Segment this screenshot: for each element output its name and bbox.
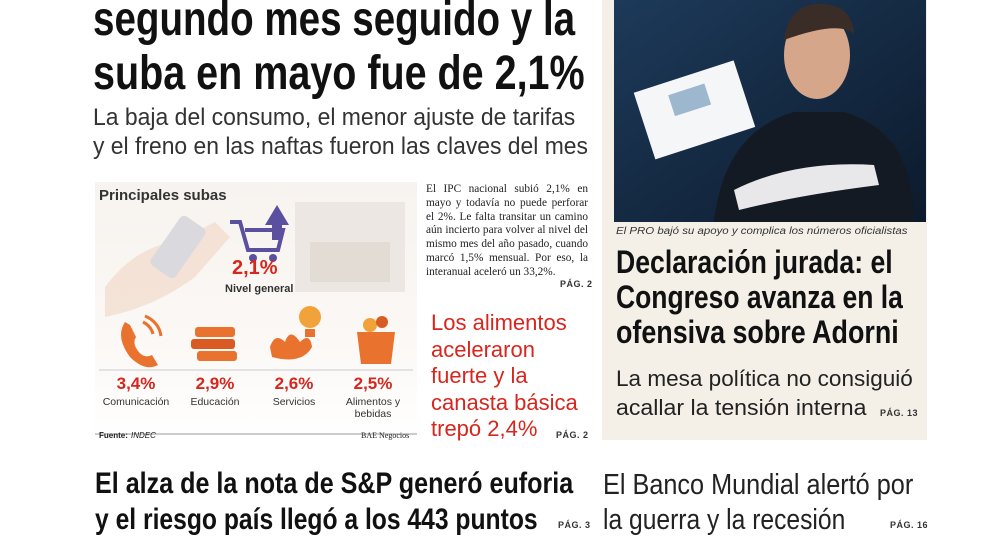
- bottom-headline-line: El Banco Mundial alertó por: [603, 469, 914, 501]
- background-photo: [150, 215, 206, 279]
- cart-icon: [249, 254, 257, 262]
- right-headline-line: Congreso avanza en la: [616, 279, 903, 315]
- bag-icon: [376, 316, 388, 328]
- photo-paper: [668, 83, 712, 117]
- side-headline-line: canasta básica: [431, 389, 578, 415]
- subheadline-line: y el freno en las naftas fueron las clav…: [93, 133, 588, 160]
- page-ref: PÁG. 2: [556, 430, 589, 440]
- item-value: 3,4%: [116, 374, 156, 393]
- general-label: Nivel general: [225, 283, 294, 295]
- item-value: 2,6%: [274, 374, 314, 393]
- item-value: 2,9%: [195, 374, 235, 393]
- item-label: Educación: [190, 396, 240, 408]
- right-headline-line: Declaración jurada: el: [616, 244, 893, 280]
- bag-icon: [363, 318, 377, 332]
- books-icon: [191, 339, 235, 349]
- general-value: 2,1%: [232, 257, 278, 279]
- books-icon: [195, 327, 235, 337]
- bulb-icon: [299, 306, 321, 328]
- bottom-headline-line: la guerra y la recesión: [603, 504, 846, 536]
- infographic: Principales subas 2,1% Nivel general Fue…: [95, 182, 417, 442]
- subheadline-line: La baja del consumo, el menor ajuste de …: [93, 104, 576, 131]
- photo-caption: El PRO bajó su apoyo y complica los núme…: [616, 226, 908, 237]
- credit: BAE Negocios: [361, 431, 410, 440]
- side-headline-line: Los alimentos: [431, 310, 567, 335]
- side-headline-line: trepó 2,4%: [431, 416, 538, 441]
- page-ref: PÁG. 16: [890, 520, 929, 530]
- background-photo: [310, 242, 390, 282]
- side-headline-line: aceleraron: [431, 336, 535, 362]
- page-ref: PÁG. 3: [558, 520, 591, 530]
- bag-icon: [357, 332, 395, 364]
- source-label: Fuente:: [99, 431, 128, 440]
- bottom-headline-line: El alza de la nota de S&P generó euforia: [95, 467, 574, 500]
- item-label: Servicios: [272, 396, 316, 408]
- item-value: 2,5%: [353, 374, 393, 393]
- phone-icon: [121, 322, 158, 368]
- infographic-title: Principales subas: [99, 187, 227, 204]
- cart-icon: [269, 254, 277, 262]
- phone-icon: [142, 314, 163, 337]
- arrow-icon: [265, 205, 289, 240]
- headline-line: suba en mayo fue de 2,1%: [93, 47, 585, 100]
- item-label: Alimentos y bebidas: [345, 396, 401, 420]
- right-headline-line: ofensiva sobre Adorni: [616, 314, 899, 350]
- item-label: Comunicación: [102, 396, 170, 408]
- right-subheadline-line: acallar la tensión interna: [616, 395, 867, 420]
- photo-paper: [734, 164, 879, 210]
- flame-icon: [270, 334, 312, 360]
- headline-line: segundo mes seguido y la: [93, 0, 576, 46]
- photo-figure: [784, 3, 854, 40]
- page-ref: PÁG. 13: [880, 408, 919, 418]
- bottom-headline-line: y el riesgo país llegó a los 443 puntos: [95, 503, 538, 536]
- source: INDEC: [131, 431, 156, 440]
- bulb-icon: [305, 329, 315, 337]
- page-ref: PÁG. 2: [560, 279, 593, 289]
- right-subheadline-line: La mesa política no consiguió: [616, 366, 913, 391]
- photo: [614, 0, 926, 222]
- side-headline-line: fuerte y la: [431, 363, 528, 388]
- infographic-art: [95, 202, 417, 435]
- body-text: El IPC nacional subió 2,1% en mayo y tod…: [426, 183, 588, 278]
- books-icon: [197, 351, 237, 361]
